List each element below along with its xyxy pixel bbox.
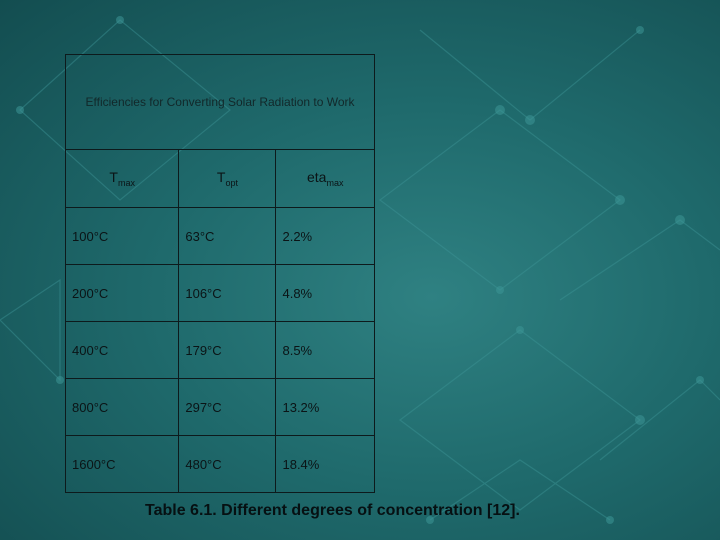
efficiency-table: Efficiencies for Converting Solar Radiat… (64, 54, 375, 493)
column-header-main: T (109, 169, 118, 186)
table-cell: 2.2% (275, 207, 375, 265)
column-header-subscript: max (326, 177, 344, 188)
table-row: 1600°C 480°C 18.4% (64, 435, 375, 493)
table-title: Efficiencies for Converting Solar Radiat… (65, 54, 375, 150)
table-cell: 800°C (64, 378, 180, 436)
table-cell: 1600°C (64, 435, 180, 493)
table-header-row: Tmax Topt etamax (64, 149, 375, 208)
table-cell: 179°C (178, 321, 277, 379)
table-row: 400°C 179°C 8.5% (64, 321, 375, 379)
table-cell: 106°C (178, 264, 277, 322)
table-row: 100°C 63°C 2.2% (64, 207, 375, 265)
column-header: Tmax (64, 149, 180, 208)
table-cell: 400°C (64, 321, 180, 379)
table-cell: 297°C (178, 378, 277, 436)
table-cell: 18.4% (275, 435, 375, 493)
table-row: 200°C 106°C 4.8% (64, 264, 375, 322)
table-cell: 8.5% (275, 321, 375, 379)
table-cell: 480°C (178, 435, 277, 493)
column-header-subscript: opt (225, 177, 238, 188)
table-cell: 63°C (178, 207, 277, 265)
column-header: etamax (275, 149, 375, 208)
table-cell: 200°C (64, 264, 180, 322)
table-body: 100°C 63°C 2.2% 200°C 106°C 4.8% 400°C 179°C 8.5… (64, 207, 375, 493)
column-header-main: eta (307, 169, 327, 186)
table-cell: 4.8% (275, 264, 375, 322)
column-header: Topt (178, 149, 277, 208)
column-header-subscript: max (117, 177, 135, 188)
table-cell: 100°C (64, 207, 180, 265)
table-caption: Table 6.1. Different degrees of concentr… (145, 502, 520, 519)
column-header-main: T (216, 169, 226, 186)
table-row: 800°C 297°C 13.2% (64, 378, 375, 436)
table-cell: 13.2% (275, 378, 375, 436)
